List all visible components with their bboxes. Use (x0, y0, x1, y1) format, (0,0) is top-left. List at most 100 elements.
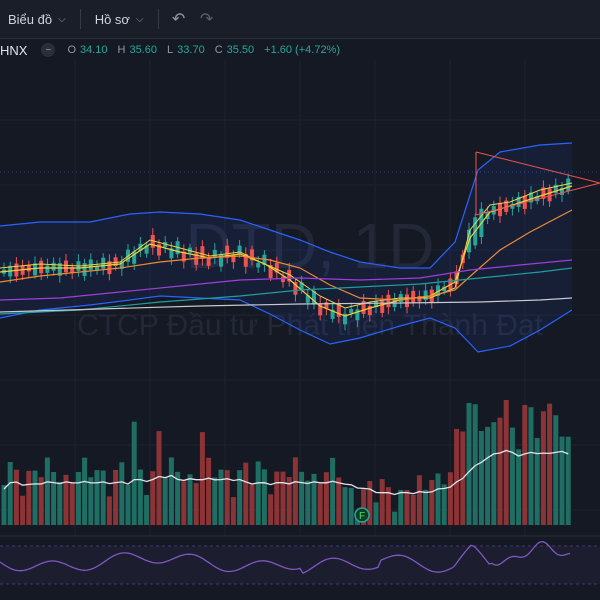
candle-body (405, 294, 409, 308)
volume-bar (478, 431, 484, 525)
volume-bar (82, 457, 88, 525)
volume-bar (398, 489, 404, 525)
volume-bar (416, 475, 422, 525)
candle-body (374, 300, 378, 308)
volume-bar (69, 482, 75, 525)
candle-body (26, 265, 31, 272)
profile-menu-button[interactable]: Hồ sơ ⌵ (87, 6, 152, 32)
candle-body (510, 203, 515, 209)
volume-bar (100, 470, 106, 525)
undo-icon[interactable]: ↶ (171, 11, 186, 28)
chart-canvas[interactable]: DTD, 1D CTCP Đầu tư Phát triển Thành Đạt… (0, 60, 600, 600)
indicator-lines (0, 142, 573, 353)
change-value: +1.60 (+4.72%) (264, 44, 341, 56)
candle-body (361, 300, 366, 314)
candle-body (423, 290, 428, 301)
volume-bar (429, 480, 435, 525)
triangle-lower-line (475, 182, 600, 216)
candle-body (169, 248, 174, 259)
volume-bar (466, 403, 472, 525)
volume-bar (379, 479, 385, 525)
volume-bar (119, 462, 125, 525)
volume-bar (1, 485, 7, 525)
open-label: O (67, 44, 77, 56)
candle-body (268, 264, 273, 278)
candle-body (336, 303, 341, 317)
candle-body (386, 294, 391, 308)
volume-bar (472, 404, 478, 525)
volume-bar (218, 469, 224, 525)
volume-bar (243, 462, 249, 525)
volume-bar (497, 417, 503, 525)
candle-body (212, 249, 217, 257)
chevron-down-icon: ⌵ (58, 13, 66, 25)
candle-body (367, 306, 372, 316)
candle-body (33, 263, 37, 276)
grid-lines (0, 60, 600, 536)
candle-body (553, 184, 558, 194)
volume-bar (311, 473, 317, 525)
volume-bar (94, 470, 100, 525)
low-value: 33.70 (177, 44, 205, 56)
volume-bar (75, 472, 81, 525)
symbol-exchange[interactable]: HNX (0, 42, 28, 58)
volume-bar (410, 494, 416, 525)
volume-bar (392, 511, 398, 525)
event-marker-label: F (359, 511, 365, 522)
candle-body (281, 276, 285, 283)
volume-bar (503, 400, 509, 525)
candle-body (181, 251, 186, 262)
volume-bar (385, 487, 391, 525)
volume-bar (88, 477, 94, 525)
volume-bar (26, 470, 32, 525)
candle-body (355, 309, 360, 321)
volume-bar (447, 472, 453, 525)
volume-bar (106, 496, 112, 525)
volume-bar (441, 484, 447, 525)
collapse-legend-icon[interactable]: − (41, 43, 56, 57)
candle-body (330, 309, 335, 319)
volume-bar (299, 471, 305, 525)
chart-toolbar: Biểu đồ ⌵ Hồ sơ ⌵ ↶ ↷ (0, 0, 600, 39)
volume-bar (206, 457, 212, 525)
candle-body (299, 282, 304, 291)
volume-bar (13, 469, 19, 525)
volume-bar (150, 471, 156, 525)
volume-bar (336, 477, 342, 525)
profile-menu-label: Hồ sơ (94, 11, 130, 27)
volume-bar (230, 497, 236, 525)
volume-bar (522, 404, 528, 525)
oscillator-line (0, 541, 571, 575)
ma-mid-line (0, 209, 573, 301)
candle-body (243, 253, 248, 267)
candle-body (380, 301, 385, 313)
close-label: C (214, 44, 223, 56)
triangle-pattern-drawing[interactable] (475, 151, 600, 216)
candle-body (107, 261, 112, 275)
volume-bar (268, 494, 274, 525)
volume-bar (491, 422, 497, 525)
volume-bar (175, 471, 181, 525)
volume-bar (32, 470, 38, 525)
volume-bar (540, 411, 546, 525)
volume-bar (131, 421, 137, 525)
volume-bar (305, 480, 311, 525)
volume-bar (7, 461, 13, 525)
volume-bar (367, 480, 373, 525)
ma-slower-line (0, 267, 573, 315)
volume-bar (181, 481, 187, 525)
volume-bar (361, 488, 367, 525)
candle-body (541, 187, 546, 199)
redo-icon[interactable]: ↷ (199, 11, 214, 28)
candle-body (206, 257, 211, 266)
candle-body (250, 249, 254, 261)
candle-body (113, 257, 118, 267)
high-value: 35.60 (129, 44, 158, 56)
chart-menu-button[interactable]: Biểu đồ ⌵ (0, 6, 74, 32)
candle-body (560, 187, 564, 195)
volume-bar (113, 469, 119, 525)
event-marker[interactable]: F (354, 507, 370, 523)
volume-bar (137, 469, 143, 525)
volume-bar (57, 481, 63, 525)
low-label: L (167, 44, 174, 56)
